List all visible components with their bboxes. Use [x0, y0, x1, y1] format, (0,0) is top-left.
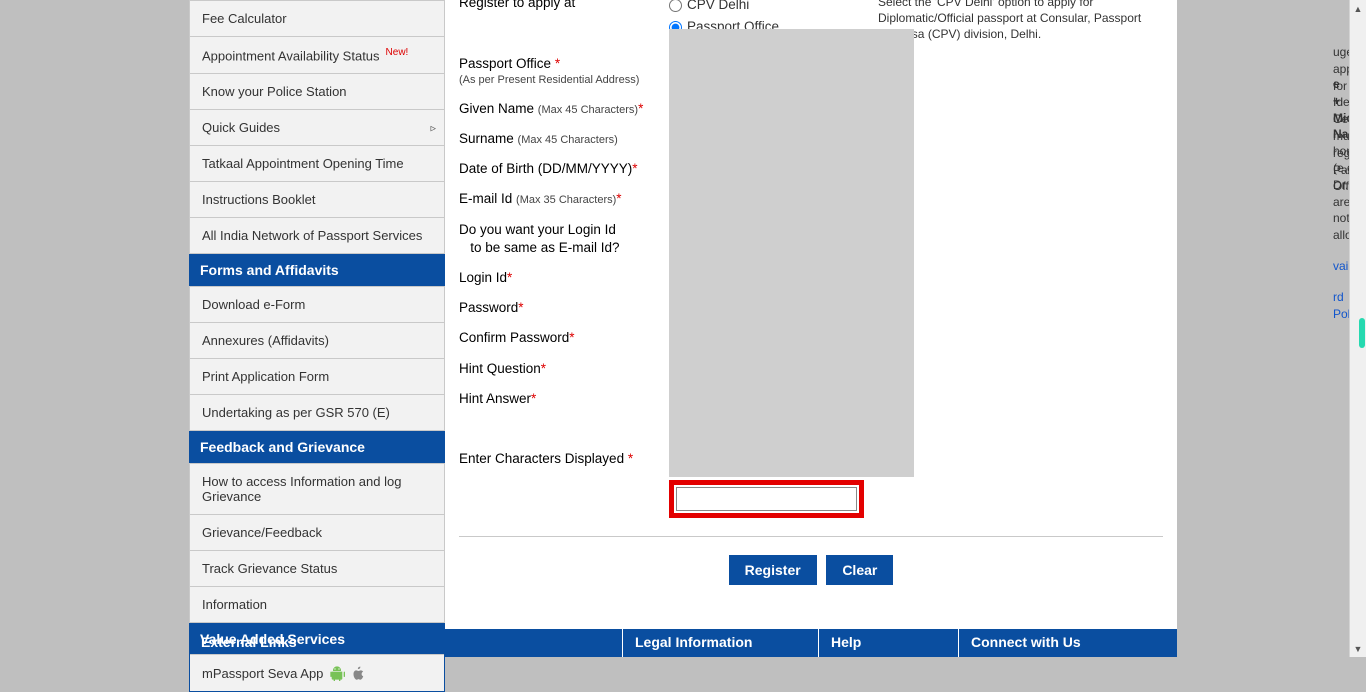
scroll-thumb[interactable]: [1359, 318, 1365, 348]
sidebar-item-grievance-feedback[interactable]: Grievance/Feedback: [190, 515, 444, 551]
sidebar-item-label: mPassport Seva App: [202, 666, 323, 681]
label-hint-question: Hint Question*: [459, 360, 669, 378]
sidebar-item-label: Quick Guides: [202, 120, 280, 135]
sidebar-item-label: Fee Calculator: [202, 11, 287, 26]
sidebar-item-label: Print Application Form: [202, 369, 329, 384]
sidebar-group-info: Fee Calculator Appointment Availability …: [189, 0, 445, 254]
sidebar-item-label: How to access Information and log Grieva…: [202, 474, 401, 504]
sidebar-item-label: Appointment Availability Status: [202, 48, 380, 63]
radio-cpv-delhi[interactable]: CPV Delhi: [669, 0, 779, 16]
main-content: Register to apply at CPV Delhi Passport …: [445, 0, 1177, 629]
sidebar-item-fee-calculator[interactable]: Fee Calculator: [190, 1, 444, 37]
sidebar: Fee Calculator Appointment Availability …: [189, 0, 445, 629]
footer-bar: External Links Legal Information Help Co…: [189, 629, 1177, 657]
sidebar-item-appointment-availability[interactable]: Appointment Availability Status New!: [190, 37, 444, 74]
scrollbar[interactable]: ▲ ▼: [1349, 0, 1366, 657]
register-button[interactable]: Register: [729, 555, 817, 585]
scroll-down-icon[interactable]: ▼: [1350, 640, 1366, 657]
label-surname: Surname (Max 45 Characters): [459, 130, 669, 148]
footer-legal-information[interactable]: Legal Information: [623, 629, 819, 657]
android-icon: [329, 664, 345, 682]
captcha-input-highlight: [669, 480, 864, 518]
link-check-availability[interactable]: vailability: [878, 258, 1163, 275]
sidebar-item-track-grievance[interactable]: Track Grievance Status: [190, 551, 444, 587]
link-password-policy[interactable]: rd Policy: [878, 289, 1163, 323]
label-register-apply: Register to apply at: [459, 0, 669, 12]
sidebar-group-forms: Download e-Form Annexures (Affidavits) P…: [189, 286, 445, 431]
sidebar-group-feedback: How to access Information and log Grieva…: [189, 463, 445, 623]
label-hint-answer: Hint Answer*: [459, 390, 669, 408]
form-input-overlay: [669, 29, 914, 477]
hint-cpv: Select the 'CPV Delhi' option to apply f…: [878, 0, 1163, 43]
clear-button[interactable]: Clear: [826, 555, 893, 585]
sidebar-item-label: Tatkaal Appointment Opening Time: [202, 156, 404, 171]
divider: [459, 536, 1163, 537]
hint-name: e + Middle Name honorifics (e.g. Dr.,Col…: [878, 76, 1163, 244]
sidebar-item-download-eform[interactable]: Download e-Form: [190, 287, 444, 323]
label-captcha: Enter Characters Displayed *: [459, 450, 669, 468]
sidebar-header-feedback: Feedback and Grievance: [189, 431, 445, 463]
sidebar-item-label: Information: [202, 597, 267, 612]
sidebar-header-forms: Forms and Affidavits: [189, 254, 445, 286]
label-given-name: Given Name (Max 45 Characters)*: [459, 100, 669, 118]
sidebar-item-label: Know your Police Station: [202, 84, 347, 99]
footer-external-links[interactable]: External Links: [189, 629, 623, 657]
registration-form: Register to apply at CPV Delhi Passport …: [459, 0, 1163, 593]
label-password: Password*: [459, 299, 669, 317]
label-login-id: Login Id*: [459, 269, 669, 287]
sidebar-item-annexures[interactable]: Annexures (Affidavits): [190, 323, 444, 359]
sidebar-item-police-station[interactable]: Know your Police Station: [190, 74, 444, 110]
sidebar-item-tatkaal[interactable]: Tatkaal Appointment Opening Time: [190, 146, 444, 182]
label-confirm-password: Confirm Password*: [459, 329, 669, 347]
sidebar-item-information[interactable]: Information: [190, 587, 444, 623]
sidebar-item-label: All India Network of Passport Services: [202, 228, 422, 243]
sidebar-item-quick-guides[interactable]: Quick Guides ▹: [190, 110, 444, 146]
sidebar-item-label: Download e-Form: [202, 297, 305, 312]
label-dob: Date of Birth (DD/MM/YYYY)*: [459, 160, 669, 178]
sidebar-item-label: Annexures (Affidavits): [202, 333, 329, 348]
apple-icon: [351, 665, 366, 682]
label-email: E-mail Id (Max 35 Characters)*: [459, 190, 669, 208]
label-login-same: Do you want your Login Id to be same as …: [459, 221, 669, 257]
footer-help[interactable]: Help: [819, 629, 959, 657]
button-row: Register Clear: [459, 555, 1163, 593]
chevron-right-icon: ▹: [430, 121, 436, 134]
sidebar-item-instructions-booklet[interactable]: Instructions Booklet: [190, 182, 444, 218]
captcha-input[interactable]: [676, 487, 857, 511]
sidebar-item-label: Undertaking as per GSR 570 (E): [202, 405, 390, 420]
sidebar-item-network-services[interactable]: All India Network of Passport Services: [190, 218, 444, 254]
sidebar-item-undertaking-gsr[interactable]: Undertaking as per GSR 570 (E): [190, 395, 444, 431]
sidebar-item-mpassport[interactable]: mPassport Seva App: [190, 654, 444, 691]
sidebar-item-label: Instructions Booklet: [202, 192, 315, 207]
label-passport-office: Passport Office *(As per Present Residen…: [459, 55, 669, 88]
footer-connect[interactable]: Connect with Us: [959, 629, 1177, 657]
sidebar-item-print-application[interactable]: Print Application Form: [190, 359, 444, 395]
new-badge: New!: [386, 47, 409, 58]
sidebar-item-label: Grievance/Feedback: [202, 525, 322, 540]
scroll-up-icon[interactable]: ▲: [1350, 0, 1366, 17]
sidebar-item-log-grievance[interactable]: How to access Information and log Grieva…: [190, 464, 444, 515]
sidebar-item-label: Track Grievance Status: [202, 561, 337, 576]
